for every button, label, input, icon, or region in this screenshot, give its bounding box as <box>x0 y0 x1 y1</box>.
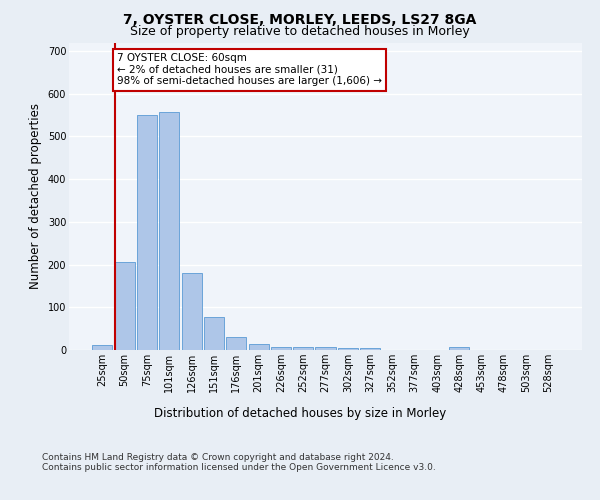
Bar <box>159 112 179 350</box>
Bar <box>293 348 313 350</box>
Bar <box>137 115 157 350</box>
Bar <box>449 346 469 350</box>
Text: Size of property relative to detached houses in Morley: Size of property relative to detached ho… <box>130 25 470 38</box>
Bar <box>182 273 202 350</box>
Bar <box>226 337 246 350</box>
Bar <box>115 262 135 350</box>
Bar <box>204 316 224 350</box>
Bar <box>316 348 335 350</box>
Bar <box>360 348 380 350</box>
Bar <box>248 344 269 350</box>
Bar <box>271 347 291 350</box>
Bar <box>92 345 112 350</box>
Text: Distribution of detached houses by size in Morley: Distribution of detached houses by size … <box>154 408 446 420</box>
Text: 7, OYSTER CLOSE, MORLEY, LEEDS, LS27 8GA: 7, OYSTER CLOSE, MORLEY, LEEDS, LS27 8GA <box>124 12 476 26</box>
Text: Contains HM Land Registry data © Crown copyright and database right 2024.
Contai: Contains HM Land Registry data © Crown c… <box>42 452 436 472</box>
Text: 7 OYSTER CLOSE: 60sqm
← 2% of detached houses are smaller (31)
98% of semi-detac: 7 OYSTER CLOSE: 60sqm ← 2% of detached h… <box>117 53 382 86</box>
Bar <box>338 348 358 350</box>
Y-axis label: Number of detached properties: Number of detached properties <box>29 104 42 289</box>
